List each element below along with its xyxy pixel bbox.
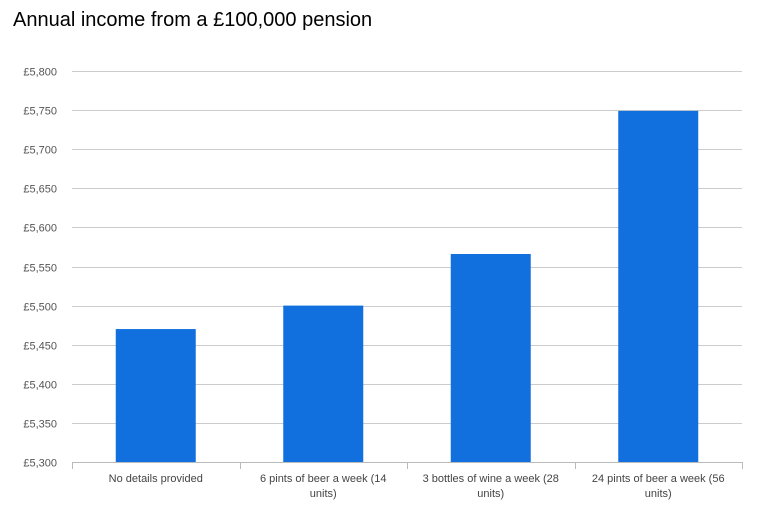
x-category-label: 24 pints of beer a week (56 units) <box>592 473 725 500</box>
y-tick-label: £5,800 <box>23 67 57 79</box>
y-tick-label: £5,700 <box>23 145 57 157</box>
x-category-label: No details provided <box>109 473 203 485</box>
bar <box>283 305 364 462</box>
chart-title: Annual income from a £100,000 pension <box>13 9 373 31</box>
x-category-label: 3 bottles of wine a week (28 units) <box>423 473 559 500</box>
y-tick-label: £5,300 <box>23 458 57 470</box>
x-axis-labels: No details provided 6 pints of beer a wee… <box>109 473 725 500</box>
y-tick-label: £5,500 <box>23 302 57 314</box>
x-axis <box>72 462 743 469</box>
y-tick-label: £5,450 <box>23 341 57 353</box>
y-tick-label: £5,550 <box>23 263 57 275</box>
bar <box>450 253 531 462</box>
y-tick-label: £5,400 <box>23 380 57 392</box>
bar <box>618 110 699 462</box>
y-tick-label: £5,600 <box>23 223 57 235</box>
y-tick-label: £5,750 <box>23 106 57 118</box>
y-tick-label: £5,650 <box>23 184 57 196</box>
y-axis-ticks: £5,300 £5,350 £5,400 £5,450 £5,500 £5,550 £5,6… <box>23 67 57 470</box>
bars <box>115 110 699 462</box>
x-category-label: 6 pints of beer a week (14 units) <box>260 473 387 500</box>
bar <box>115 329 196 462</box>
y-tick-label: £5,350 <box>23 419 57 431</box>
